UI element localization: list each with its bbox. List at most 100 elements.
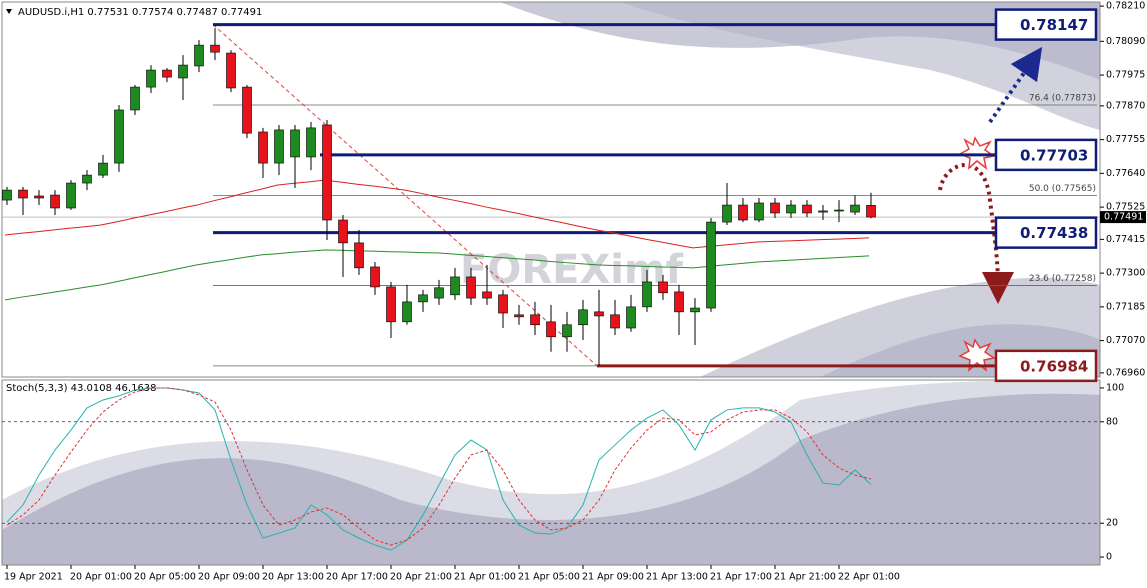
y-tick-label: 0.77070 bbox=[1106, 335, 1145, 346]
level-box-frame bbox=[994, 8, 1098, 41]
candle-body bbox=[738, 204, 748, 221]
x-tick-label: 20 Apr 17:00 bbox=[326, 572, 388, 583]
candle-body bbox=[386, 286, 396, 323]
candle-body bbox=[162, 69, 172, 78]
candle-body bbox=[594, 311, 604, 317]
x-tick-label: 22 Apr 01:00 bbox=[838, 572, 900, 583]
y-tick-label: 100 bbox=[1106, 382, 1124, 393]
x-tick-label: 20 Apr 21:00 bbox=[390, 572, 452, 583]
x-tick-label: 21 Apr 09:00 bbox=[582, 572, 644, 583]
candle-body bbox=[674, 291, 684, 313]
y-tick-label: 0.77300 bbox=[1106, 268, 1145, 279]
candle-body bbox=[290, 129, 300, 158]
candle-body bbox=[834, 209, 844, 212]
candle-body bbox=[466, 276, 476, 299]
y-tick-label: 20 bbox=[1106, 518, 1118, 529]
moving-average bbox=[4, 179, 870, 249]
series-line bbox=[6, 387, 872, 551]
candle-body bbox=[98, 162, 108, 176]
candle-body bbox=[34, 195, 44, 199]
candle-body bbox=[754, 202, 764, 221]
candle-body bbox=[274, 129, 284, 164]
series-line bbox=[6, 387, 872, 546]
candle-body bbox=[658, 281, 668, 294]
x-tick-label: 21 Apr 17:00 bbox=[710, 572, 772, 583]
y-tick-label: 0.77975 bbox=[1106, 70, 1145, 81]
level-box-frame bbox=[994, 216, 1098, 249]
candle-body bbox=[434, 287, 444, 299]
x-tick-label: 21 Apr 01:00 bbox=[454, 572, 516, 583]
candle-body bbox=[338, 219, 348, 244]
candle-body bbox=[450, 276, 460, 296]
candle-body bbox=[418, 294, 428, 303]
candle-body bbox=[610, 314, 620, 329]
moving-average bbox=[4, 249, 870, 301]
y-tick-label: 0.77525 bbox=[1106, 202, 1145, 213]
candle-body bbox=[866, 205, 876, 218]
candle-body bbox=[194, 44, 204, 67]
candle-body bbox=[530, 314, 540, 326]
indicator-title: Stoch(5,3,3) 43.0108 46.1638 bbox=[6, 383, 157, 394]
candle-body bbox=[514, 314, 524, 318]
level-box-frame bbox=[994, 138, 1098, 172]
level-box: 0.77438 bbox=[994, 216, 1098, 249]
y-tick-label: 0.77185 bbox=[1106, 301, 1145, 312]
candle-body bbox=[130, 86, 140, 111]
candle-body bbox=[178, 64, 188, 79]
x-tick-label: 20 Apr 05:00 bbox=[134, 572, 196, 583]
menu-triangle bbox=[6, 9, 12, 14]
candle-body bbox=[82, 174, 92, 184]
candle-body bbox=[258, 131, 268, 164]
y-tick-label: 0.78090 bbox=[1106, 36, 1145, 47]
x-tick-label: 21 Apr 13:00 bbox=[646, 572, 708, 583]
candle-body bbox=[226, 52, 236, 89]
level-label: 0.76984 bbox=[1020, 357, 1088, 375]
candle-body bbox=[802, 204, 812, 214]
candle-body bbox=[626, 306, 636, 329]
candle-body bbox=[818, 210, 828, 213]
candle-body bbox=[306, 127, 316, 158]
candle-body bbox=[642, 281, 652, 308]
candle-body bbox=[786, 204, 796, 214]
candle-body bbox=[706, 221, 716, 309]
level-label: 0.78147 bbox=[1020, 16, 1088, 34]
candle-body bbox=[322, 124, 332, 221]
x-tick-label: 21 Apr 21:00 bbox=[774, 572, 836, 583]
candle-body bbox=[722, 204, 732, 223]
x-tick-label: 20 Apr 13:00 bbox=[262, 572, 324, 583]
candle-body bbox=[850, 204, 860, 213]
candle-body bbox=[50, 194, 60, 209]
candle-body bbox=[402, 301, 412, 323]
candle-body bbox=[690, 307, 700, 313]
price-tag bbox=[1100, 211, 1146, 224]
candle-body bbox=[2, 189, 12, 201]
x-tick-label: 21 Apr 05:00 bbox=[518, 572, 580, 583]
candle-body bbox=[146, 69, 156, 88]
y-tick-label: 0.77415 bbox=[1106, 234, 1145, 245]
annotations bbox=[938, 46, 1043, 372]
candle-body bbox=[482, 291, 492, 299]
level-box: 0.77703 bbox=[994, 138, 1098, 172]
candle-body bbox=[578, 309, 588, 326]
fib-label: 50.0 (0.77565) bbox=[1029, 184, 1096, 194]
candle-body bbox=[562, 324, 572, 338]
candle-body bbox=[546, 321, 556, 338]
candle-body bbox=[210, 44, 220, 53]
x-tick-label: 20 Apr 09:00 bbox=[198, 572, 260, 583]
level-label: 0.77703 bbox=[1020, 146, 1088, 164]
plot: 76.4 (0.77873) 50.0 (0.77565) 23.6 (0.7725… bbox=[2, 23, 1100, 368]
y-tick-label: 0 bbox=[1106, 552, 1112, 563]
level-box: 0.78147 bbox=[994, 8, 1098, 41]
candle-body bbox=[354, 242, 364, 269]
candle-body bbox=[242, 86, 252, 134]
fib-label: 76.4 (0.77873) bbox=[1029, 93, 1096, 103]
candle-body bbox=[770, 202, 780, 214]
chart-title: AUDUSD.i,H1 0.77531 0.77574 0.77487 0.77… bbox=[18, 7, 262, 18]
y-tick-label: 0.78210 bbox=[1106, 1, 1145, 12]
y-tick-label: 0.76960 bbox=[1106, 367, 1145, 378]
level-box: 0.76984 bbox=[994, 349, 1098, 383]
fib-trendline bbox=[212, 24, 598, 367]
candle-body bbox=[370, 266, 380, 288]
fib-label: 23.6 (0.77258) bbox=[1029, 274, 1096, 284]
candle-body bbox=[66, 182, 76, 209]
